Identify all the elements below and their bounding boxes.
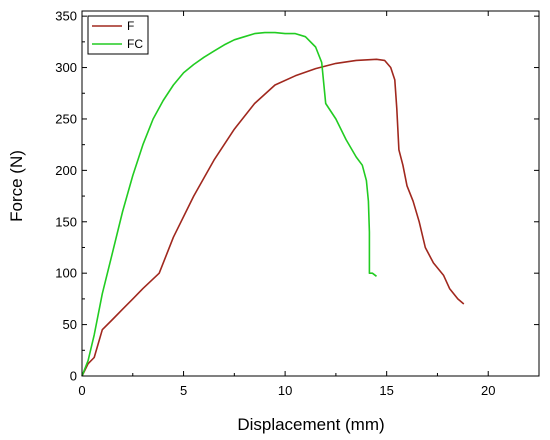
plot-area xyxy=(81,10,540,377)
x-axis-title: Displacement (mm) xyxy=(237,415,384,434)
x-tick-label: 5 xyxy=(180,383,187,398)
legend-label-f: F xyxy=(127,19,134,33)
y-tick-label: 0 xyxy=(70,369,77,384)
plot-frame xyxy=(81,10,540,377)
y-tick-label: 350 xyxy=(55,9,77,24)
y-tick-label: 250 xyxy=(55,111,77,126)
x-tick-label: 10 xyxy=(278,383,292,398)
series-line-f xyxy=(81,58,465,377)
legend: F FC xyxy=(87,15,149,55)
x-tick-label: 20 xyxy=(481,383,495,398)
x-tick-label: 15 xyxy=(379,383,393,398)
legend-label-fc: FC xyxy=(127,37,143,51)
series-line-fc xyxy=(81,31,377,377)
x-tick-label: 0 xyxy=(78,383,85,398)
y-axis-title: Force (N) xyxy=(7,150,26,222)
series-layer xyxy=(81,31,465,377)
y-tick-label: 150 xyxy=(55,214,77,229)
y-tick-label: 300 xyxy=(55,60,77,75)
y-tick-label: 200 xyxy=(55,163,77,178)
y-tick-label: 100 xyxy=(55,266,77,281)
legend-box xyxy=(87,15,149,55)
y-tick-label: 50 xyxy=(63,317,77,332)
